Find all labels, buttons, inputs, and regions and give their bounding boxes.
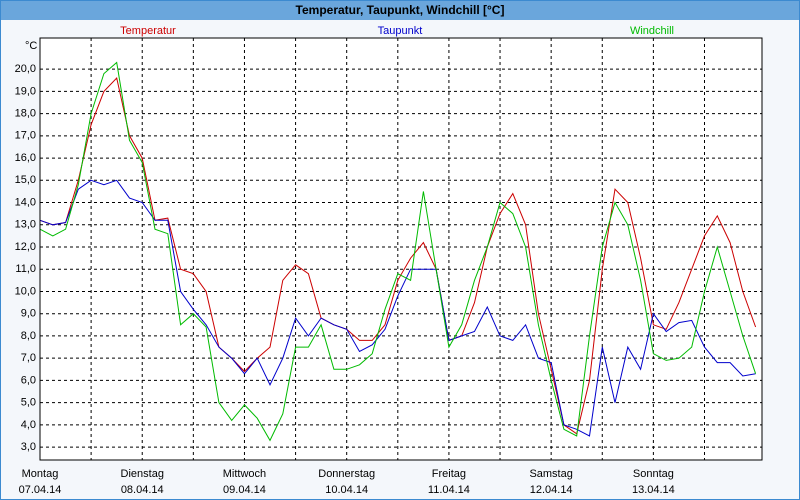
x-tick-date: 10.04.14 (325, 484, 368, 496)
y-tick-label: 20,0 (15, 63, 36, 75)
y-tick-label: 9,0 (21, 308, 36, 320)
y-tick-label: 6,0 (21, 374, 36, 386)
series-line (39, 61, 757, 442)
y-tick-label: 7,0 (21, 352, 36, 364)
x-tick-date: 08.04.14 (121, 484, 164, 496)
series-line (39, 179, 756, 437)
x-tick-label: Sonntag (633, 468, 674, 480)
x-tick-label: Samstag (529, 468, 572, 480)
y-tick-label: 15,0 (15, 174, 36, 186)
y-tick-label: 11,0 (15, 263, 36, 275)
series-line (39, 76, 757, 435)
y-tick-label: 19,0 (15, 85, 36, 97)
y-tick-label: 3,0 (21, 441, 36, 453)
legend-label: Windchill (630, 25, 674, 37)
plot-area (40, 38, 762, 460)
legend-label: Taupunkt (378, 25, 423, 37)
chart-title: Temperatur, Taupunkt, Windchill [°C] (296, 3, 505, 17)
plot-border (39, 37, 763, 461)
x-tick-label: Mittwoch (223, 468, 266, 480)
y-tick-label: 17,0 (15, 130, 36, 142)
x-tick-label: Freitag (432, 468, 466, 480)
title-bar (1, 1, 799, 20)
y-unit: °C (25, 40, 37, 52)
x-tick-date: 07.04.14 (19, 484, 62, 496)
x-tick-date: 11.04.14 (428, 484, 470, 496)
y-tick-label: 5,0 (21, 397, 36, 409)
x-tick-date: 09.04.14 (223, 484, 266, 496)
x-tick-date: 12.04.14 (530, 484, 573, 496)
y-tick-label: 4,0 (21, 419, 36, 431)
y-tick-label: 14,0 (15, 196, 36, 208)
legend-label: Temperatur (120, 25, 176, 37)
y-tick-label: 18,0 (15, 108, 36, 120)
x-tick-label: Montag (22, 468, 59, 480)
y-tick-label: 13,0 (15, 219, 36, 231)
x-tick-label: Donnerstag (318, 468, 375, 480)
y-tick-label: 12,0 (15, 241, 36, 253)
y-tick-label: 16,0 (15, 152, 36, 164)
y-tick-label: 10,0 (15, 285, 36, 297)
y-tick-label: 8,0 (21, 330, 36, 342)
x-tick-label: Dienstag (121, 468, 164, 480)
x-tick-date: 13.04.14 (632, 484, 675, 496)
